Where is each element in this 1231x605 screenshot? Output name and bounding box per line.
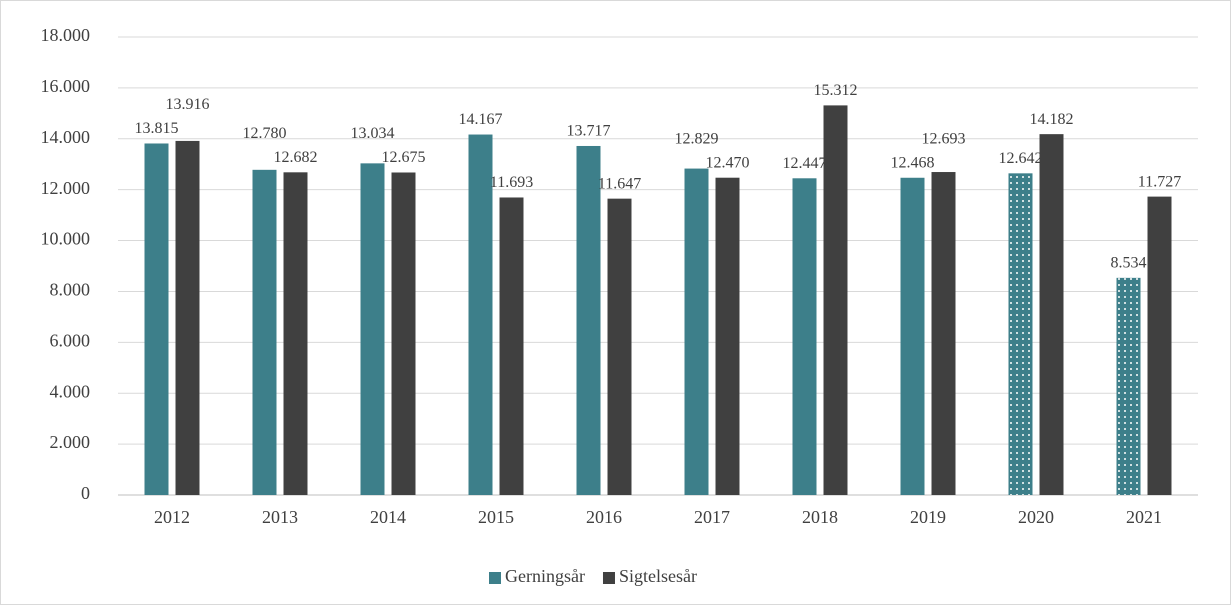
y-tick-label: 10.000	[41, 229, 91, 249]
y-tick-label: 4.000	[50, 381, 91, 401]
legend-swatch	[489, 572, 501, 584]
value-label: 11.647	[598, 175, 641, 192]
bar	[792, 178, 817, 495]
bar	[175, 140, 200, 496]
value-label: 12.675	[382, 149, 426, 166]
x-tick-label: 2012	[154, 507, 190, 527]
value-label: 12.468	[891, 154, 935, 171]
bar	[1147, 196, 1172, 495]
value-label: 14.182	[1030, 111, 1074, 128]
bar	[360, 163, 385, 495]
bar	[283, 172, 308, 496]
value-label: 12.682	[274, 149, 318, 166]
value-label: 13.717	[567, 123, 611, 140]
bar	[252, 169, 277, 495]
y-tick-label: 16.000	[41, 76, 91, 96]
legend-label: Gerningsår	[505, 566, 585, 586]
value-label: 15.312	[814, 82, 858, 99]
value-label: 11.727	[1138, 173, 1181, 190]
value-label: 12.780	[243, 125, 287, 142]
bar	[1039, 134, 1064, 495]
bar	[1008, 173, 1033, 495]
bar	[144, 143, 169, 496]
y-tick-label: 6.000	[50, 330, 91, 350]
x-tick-label: 2019	[910, 507, 946, 527]
bar	[900, 177, 925, 495]
bar	[684, 168, 709, 495]
bar	[499, 197, 524, 496]
bar	[607, 198, 632, 495]
legend-swatch	[602, 572, 615, 584]
bar	[391, 172, 416, 495]
bar	[823, 105, 848, 496]
value-label: 8.534	[1111, 255, 1147, 272]
x-tick-label: 2016	[586, 507, 622, 527]
value-label: 12.829	[675, 130, 719, 147]
legend-label: Sigtelsesår	[619, 566, 697, 586]
bar	[1116, 277, 1141, 495]
y-tick-label: 14.000	[41, 127, 91, 147]
value-label: 14.167	[459, 111, 503, 128]
y-tick-label: 8.000	[50, 280, 91, 300]
bar	[715, 177, 740, 496]
x-tick-label: 2014	[370, 507, 406, 527]
x-tick-label: 2017	[694, 507, 730, 527]
x-tick-label: 2013	[262, 507, 298, 527]
value-label: 12.693	[922, 130, 966, 147]
x-tick-label: 2018	[802, 507, 838, 527]
value-label: 12.642	[999, 150, 1043, 167]
value-label: 13.916	[166, 96, 210, 113]
x-tick-label: 2021	[1126, 507, 1162, 527]
bar	[468, 134, 493, 495]
x-tick-label: 2015	[478, 507, 514, 527]
bar	[576, 145, 601, 495]
y-tick-label: 2.000	[50, 432, 91, 452]
y-tick-label: 18.000	[41, 25, 91, 45]
value-label: 13.815	[135, 120, 179, 137]
value-label: 12.447	[783, 155, 827, 172]
value-label: 12.470	[706, 154, 750, 171]
x-tick-label: 2020	[1018, 507, 1054, 527]
value-label: 11.693	[490, 174, 533, 191]
y-tick-label: 0	[81, 483, 90, 503]
y-tick-label: 12.000	[41, 178, 91, 198]
value-label: 13.034	[351, 125, 395, 142]
bar	[931, 172, 956, 495]
